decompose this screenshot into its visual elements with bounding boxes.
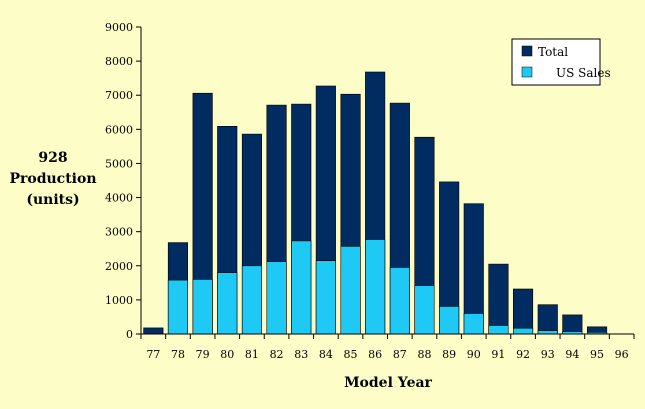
y-tick-label: 1000 [105, 294, 133, 307]
y-tick-label: 7000 [105, 89, 133, 102]
x-tick-label: 78 [171, 348, 185, 361]
x-tick-label: 93 [541, 348, 555, 361]
x-tick-label: 83 [294, 348, 308, 361]
x-tick-label: 79 [196, 348, 210, 361]
x-tick-label: 82 [270, 348, 284, 361]
bar-total-77 [143, 327, 164, 335]
legend-swatch-us-sales [521, 66, 533, 78]
bar-total-93 [537, 304, 558, 335]
bar-us-sales-92 [512, 327, 534, 335]
x-tick-label: 91 [491, 348, 505, 361]
bar-us-sales-87 [389, 267, 410, 335]
x-tick-label: 96 [615, 348, 629, 361]
bar-us-sales-88 [414, 285, 435, 335]
x-tick-label: 90 [467, 348, 481, 361]
x-tick-label: 77 [146, 348, 160, 361]
x-tick-label: 87 [393, 348, 407, 361]
bar-us-sales-85 [340, 246, 361, 335]
x-tick-label: 84 [319, 348, 333, 361]
legend-label-total: Total [538, 45, 568, 59]
bar-us-sales-91 [488, 325, 509, 335]
y-axis-title-line-1: 928 [38, 150, 67, 166]
bar-total-94 [562, 314, 583, 335]
y-tick-label: 0 [126, 328, 133, 341]
x-tick-label: 85 [344, 348, 358, 361]
bar-us-sales-90 [463, 313, 484, 335]
x-tick-label: 86 [368, 348, 382, 361]
bar-us-sales-84 [315, 260, 336, 335]
x-tick-label: 80 [220, 348, 234, 361]
bar-us-sales-78 [167, 279, 188, 335]
x-tick-label: 88 [417, 348, 431, 361]
bar-total-91 [488, 263, 509, 335]
bar-us-sales-89 [439, 306, 460, 335]
bar-us-sales-86 [365, 239, 386, 335]
y-axis-title-line-3: (units) [26, 192, 79, 208]
legend-swatch-total [521, 45, 533, 57]
y-tick-label: 8000 [105, 55, 133, 68]
y-axis-title: 928 Production (units) [9, 150, 96, 208]
y-tick-label: 6000 [105, 123, 133, 136]
y-axis-ticks: 0 1000 2000 3000 4000 5000 6000 7000 8000 9000 [105, 21, 141, 341]
y-axis-title-line-2: Production [9, 171, 96, 187]
y-tick-label: 5000 [105, 157, 133, 170]
x-axis-ticks: 77 78 79 80 81 82 83 84 85 86 87 88 89 90 91 92 93 94 95 96 [140, 334, 635, 361]
bar-us-sales-83 [291, 240, 312, 335]
x-tick-label: 81 [245, 348, 259, 361]
bar-us-sales-81 [241, 265, 262, 335]
y-tick-label: 4000 [105, 192, 133, 205]
legend: Total US Sales [511, 38, 611, 86]
x-tick-label: 95 [590, 348, 604, 361]
bar-total-92 [512, 288, 534, 335]
y-tick-label: 9000 [105, 21, 133, 34]
legend-label-us-sales: US Sales [556, 66, 611, 80]
plot-area [143, 71, 608, 335]
x-axis-title: Model Year [344, 375, 432, 391]
x-tick-label: 94 [565, 348, 579, 361]
bar-us-sales-80 [217, 272, 238, 335]
bar-us-sales-82 [266, 261, 287, 335]
bar-us-sales-93 [537, 330, 558, 335]
bar-us-sales-79 [192, 279, 213, 335]
y-tick-label: 2000 [105, 260, 133, 273]
x-tick-label: 89 [442, 348, 456, 361]
x-tick-label: 92 [516, 348, 530, 361]
y-tick-label: 3000 [105, 226, 133, 239]
